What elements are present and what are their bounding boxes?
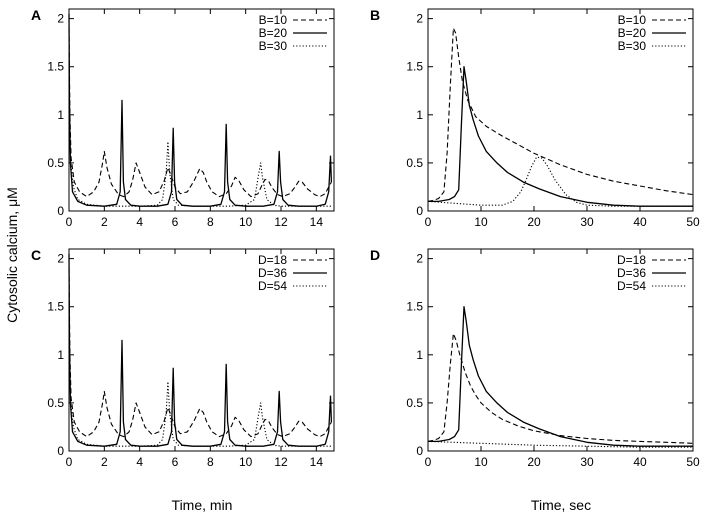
y-tick-label-b: 1.5 [406, 60, 423, 74]
panel-label-d: D [370, 247, 380, 263]
panel-d: D00.511.520 10 20 30 40 50D=18D=36D=54 [370, 247, 700, 469]
y-tick-label-b: 1 [416, 108, 423, 122]
legend-label-b-b-10: B=10 [618, 13, 647, 27]
panels-group: A00.511.520 2 4 6 8 10 12 14B=10B=20B=30B00.511… [31, 7, 700, 469]
series-line-c-d-18 [69, 268, 331, 436]
x-tick-label-b: 10 [474, 215, 488, 229]
x-tick-label-d: 50 [686, 455, 700, 469]
x-tick-label-c: 6 [172, 455, 179, 469]
x-tick-label-c: 10 [239, 455, 253, 469]
y-tick-label-c: 1 [57, 348, 64, 362]
x-tick-label-b: 40 [633, 215, 647, 229]
x-tick-label-a: 6 [172, 215, 179, 229]
shared-y-axis-label: Cytosolic calcium, μM [4, 187, 20, 323]
y-tick-label-c: 2 [57, 252, 64, 266]
series-line-d-d-18 [428, 334, 693, 444]
x-tick-label-c: 8 [207, 455, 214, 469]
x-tick-label-d: 40 [633, 455, 647, 469]
plot-frame-a [69, 9, 334, 211]
x-tick-label-a: 4 [136, 215, 143, 229]
series-line-d-d-36 [428, 307, 693, 447]
right-x-axis-label: Time, sec [531, 497, 591, 513]
x-tick-label-d: 30 [580, 455, 594, 469]
plot-frame-c [69, 249, 334, 451]
series-line-b-b-30 [428, 157, 693, 206]
series-line-a-b-30 [69, 67, 331, 207]
panel-label-c: C [31, 247, 41, 263]
series-line-a-b-20 [69, 14, 331, 206]
legend-label-c-d-36: D=36 [258, 266, 287, 280]
x-tick-label-b: 30 [580, 215, 594, 229]
x-tick-label-c: 2 [101, 455, 108, 469]
x-tick-label-a: 2 [101, 215, 108, 229]
y-tick-label-d: 0.5 [406, 396, 423, 410]
x-tick-label-a: 10 [239, 215, 253, 229]
x-tick-label-d: 20 [527, 455, 541, 469]
legend-label-c-d-54: D=54 [258, 279, 287, 293]
panel-label-b: B [370, 7, 380, 23]
x-tick-label-c: 0 [66, 455, 73, 469]
x-tick-label-b: 20 [527, 215, 541, 229]
legend-label-a-b-30: B=30 [259, 39, 288, 53]
x-tick-label-a: 8 [207, 215, 214, 229]
plot-frame-b [428, 9, 693, 211]
y-tick-label-d: 0 [416, 444, 423, 458]
legend-label-d-d-18: D=18 [617, 253, 646, 267]
y-tick-label-b: 0 [416, 204, 423, 218]
legend-label-a-b-10: B=10 [259, 13, 288, 27]
x-tick-label-b: 50 [686, 215, 700, 229]
y-tick-label-c: 0.5 [47, 396, 64, 410]
y-tick-label-a: 2 [57, 12, 64, 26]
y-tick-label-a: 0.5 [47, 156, 64, 170]
x-tick-label-a: 12 [274, 215, 288, 229]
y-tick-label-a: 1.5 [47, 60, 64, 74]
legend-label-b-b-20: B=20 [618, 26, 647, 40]
y-tick-label-a: 1 [57, 108, 64, 122]
legend-label-a-b-20: B=20 [259, 26, 288, 40]
x-tick-label-c: 14 [310, 455, 324, 469]
legend-label-b-b-30: B=30 [618, 39, 647, 53]
panel-a: A 0 0.5 1 1.5 2 0 2 4 6 8 10 12 14 B=10B=20B=30 [31, 7, 334, 229]
legend-label-c-d-18: D=18 [258, 253, 287, 267]
x-tick-label-b: 0 [425, 215, 432, 229]
series-line-a-b-10 [69, 28, 331, 196]
series-line-b-b-20 [428, 67, 693, 207]
series-line-c-d-36 [69, 254, 331, 446]
panel-c: C 0 0.5 1 1.5 2 0 2 4 6 8 10 12 14 D=18D=36D=54 [31, 247, 334, 469]
y-tick-label-c: 0 [57, 444, 64, 458]
figure-canvas: Cytosolic calcium, μM Time, min Time, se… [0, 0, 710, 518]
x-tick-label-d: 0 [425, 455, 432, 469]
plot-frame-d [428, 249, 693, 451]
y-tick-label-d: 1.5 [406, 300, 423, 314]
x-tick-label-c: 12 [274, 455, 288, 469]
y-tick-label-b: 2 [416, 12, 423, 26]
x-tick-label-c: 4 [136, 455, 143, 469]
series-line-c-d-54 [69, 307, 331, 447]
y-tick-label-b: 0.5 [406, 156, 423, 170]
y-tick-label-c: 1.5 [47, 300, 64, 314]
x-tick-label-d: 10 [474, 455, 488, 469]
y-tick-label-a: 0 [57, 204, 64, 218]
legend-label-d-d-54: D=54 [617, 279, 646, 293]
y-tick-label-d: 1 [416, 348, 423, 362]
panel-b: B00.511.520 10 20 30 40 50B=10B=20B=30 [370, 7, 700, 229]
y-tick-label-d: 2 [416, 252, 423, 266]
x-tick-label-a: 0 [66, 215, 73, 229]
left-x-axis-label: Time, min [172, 497, 233, 513]
x-tick-label-a: 14 [310, 215, 324, 229]
legend-label-d-d-36: D=36 [617, 266, 646, 280]
series-line-b-b-10 [428, 28, 693, 201]
panel-label-a: A [31, 7, 41, 23]
